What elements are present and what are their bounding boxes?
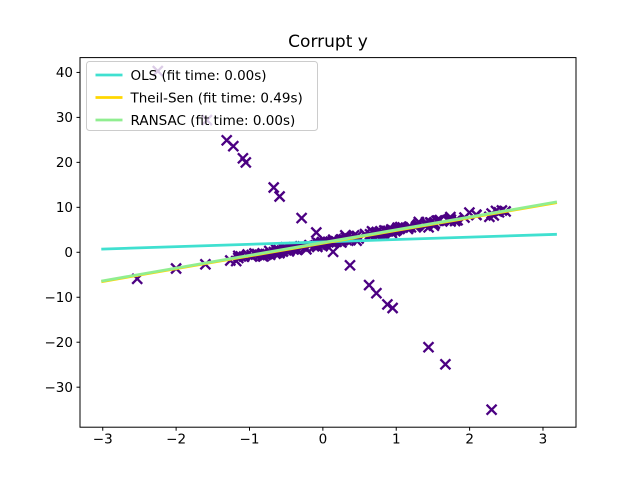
data-point-marker: [295, 212, 308, 224]
x-tick-label: −3: [93, 432, 113, 448]
data-point-marker: [422, 341, 435, 354]
data-point-marker: [439, 358, 452, 371]
x-tick-label: 3: [539, 432, 548, 448]
legend-label-theilsen: Theil-Sen (fit time: 0.49s): [130, 90, 303, 106]
data-point-marker: [273, 190, 286, 203]
x-tick-label: −2: [166, 432, 186, 448]
x-tick-label: 0: [319, 432, 328, 448]
legend-label-ols: OLS (fit time: 0.00s): [131, 68, 267, 84]
data-point-marker: [485, 403, 498, 416]
data-point-marker: [386, 302, 399, 314]
y-tick-label: 20: [56, 155, 73, 171]
x-tick-label: −1: [240, 432, 260, 448]
y-tick-label: 10: [56, 200, 73, 216]
y-tick-label: 40: [56, 65, 73, 81]
legend: OLS (fit time: 0.00s) Theil-Sen (fit time…: [86, 61, 318, 131]
y-tick-label: −30: [45, 380, 74, 396]
ransac-line: [101, 200, 558, 283]
legend-label-ransac: RANSAC (fit time: 0.00s): [131, 113, 296, 129]
data-point-marker: [267, 181, 280, 194]
data-point-marker: [310, 226, 323, 239]
y-tick-label: 0: [64, 245, 73, 261]
chart-title: Corrupt y: [288, 32, 368, 52]
legend-frame: [86, 61, 318, 131]
data-point-marker: [327, 245, 339, 258]
y-tick-label: 30: [56, 110, 73, 126]
data-point-marker: [239, 156, 252, 169]
data-point-marker: [370, 287, 383, 300]
x-tick-label: 1: [392, 432, 401, 448]
y-tick-label: −10: [45, 290, 74, 306]
data-point-marker: [344, 259, 356, 272]
y-tick-label: −20: [45, 335, 74, 351]
plot-border: [79, 57, 577, 428]
data-point-marker: [227, 140, 240, 153]
x-tick-label: 2: [465, 432, 474, 448]
axes: [76, 57, 577, 431]
